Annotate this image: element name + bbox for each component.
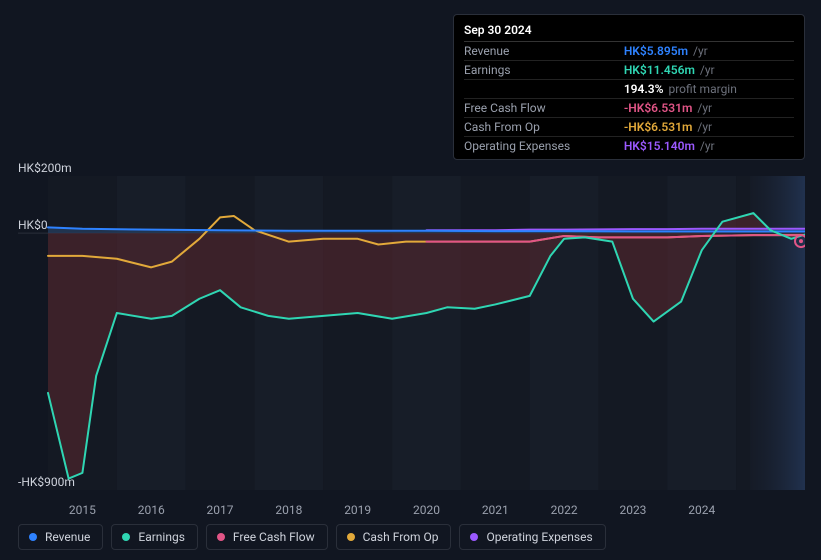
- tooltip-table: RevenueHK$5.895m /yrEarningsHK$11.456m /…: [464, 42, 794, 155]
- svg-text:2015: 2015: [69, 503, 96, 517]
- svg-text:HK$200m: HK$200m: [18, 161, 72, 175]
- svg-text:2023: 2023: [619, 503, 646, 517]
- tooltip-date: Sep 30 2024: [464, 21, 794, 42]
- legend-item[interactable]: Cash From Op: [336, 524, 452, 550]
- financials-chart: HK$200m HK$0 -HK$900m 2015 2016 2017 2018 2019 2…: [18, 160, 805, 520]
- svg-text:-HK$900m: -HK$900m: [18, 475, 75, 489]
- legend-item[interactable]: Free Cash Flow: [206, 524, 328, 550]
- tooltip-label: Revenue: [464, 42, 624, 61]
- tooltip-label: [464, 80, 624, 99]
- legend-item[interactable]: Operating Expenses: [459, 524, 605, 550]
- tooltip-value: 194.3% profit margin: [624, 80, 794, 99]
- tooltip-value: HK$5.895m /yr: [624, 42, 794, 61]
- legend-label: Earnings: [138, 530, 185, 544]
- chart-tooltip: Sep 30 2024 RevenueHK$5.895m /yrEarnings…: [453, 14, 805, 160]
- tooltip-value: HK$11.456m /yr: [624, 61, 794, 80]
- legend-swatch: [122, 533, 130, 541]
- tooltip-label: Cash From Op: [464, 118, 624, 137]
- legend-item[interactable]: Earnings: [111, 524, 198, 550]
- tooltip-value: HK$15.140m /yr: [624, 137, 794, 156]
- legend-swatch: [470, 533, 478, 541]
- tooltip-label: Earnings: [464, 61, 624, 80]
- legend-label: Operating Expenses: [486, 530, 592, 544]
- svg-text:2018: 2018: [275, 503, 302, 517]
- tooltip-value: -HK$6.531m /yr: [624, 99, 794, 118]
- legend-swatch: [217, 533, 225, 541]
- legend-item[interactable]: Revenue: [18, 524, 103, 550]
- legend-swatch: [29, 533, 37, 541]
- svg-text:2017: 2017: [207, 503, 234, 517]
- chart-svg: HK$200m HK$0 -HK$900m 2015 2016 2017 2018 2019 2…: [18, 160, 805, 520]
- legend-label: Cash From Op: [363, 530, 439, 544]
- tooltip-label: Free Cash Flow: [464, 99, 624, 118]
- svg-text:HK$0: HK$0: [18, 218, 48, 232]
- legend-label: Revenue: [45, 530, 90, 544]
- svg-text:2022: 2022: [551, 503, 578, 517]
- svg-text:2019: 2019: [344, 503, 371, 517]
- chart-legend: Revenue Earnings Free Cash Flow Cash From O…: [18, 524, 606, 550]
- legend-swatch: [347, 533, 355, 541]
- svg-text:2024: 2024: [688, 503, 715, 517]
- tooltip-label: Operating Expenses: [464, 137, 624, 156]
- svg-text:2020: 2020: [413, 503, 440, 517]
- svg-text:2016: 2016: [138, 503, 165, 517]
- svg-text:2021: 2021: [482, 503, 509, 517]
- tooltip-value: -HK$6.531m /yr: [624, 118, 794, 137]
- legend-label: Free Cash Flow: [233, 530, 315, 544]
